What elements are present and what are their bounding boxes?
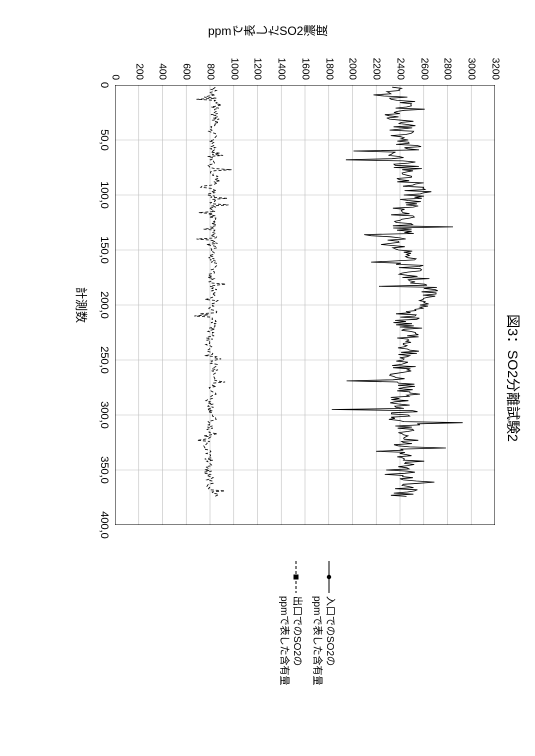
legend-item: 入口でのSO2の ppmで表した含有量	[310, 560, 335, 685]
legend: 入口でのSO2の ppmで表した含有量出口でのSO2の ppmで表した含有量	[269, 560, 335, 685]
x-tick-label: 250,0	[98, 346, 110, 374]
x-tick-label: 400,0	[98, 511, 110, 539]
y-tick-label: 200	[133, 42, 144, 80]
y-tick-label: 1400	[276, 42, 287, 80]
y-tick-label: 1600	[300, 42, 311, 80]
y-tick-label: 1800	[323, 42, 334, 80]
y-tick-label: 2600	[418, 42, 429, 80]
y-axis-label: ppmで表したSO2濃度	[0, 22, 535, 39]
x-tick-label: 150,0	[98, 236, 110, 264]
y-tick-label: 1000	[228, 42, 239, 80]
legend-label: 出口でのSO2の ppmで表した含有量	[277, 596, 302, 685]
y-tick-label: 2800	[442, 42, 453, 80]
y-tick-label: 600	[181, 42, 192, 80]
y-tick-label: 3000	[466, 42, 477, 80]
y-tick-label: 2400	[395, 42, 406, 80]
y-tick-label: 2200	[371, 42, 382, 80]
x-axis-label: 計測数	[73, 85, 90, 525]
x-tick-label: 200,0	[98, 291, 110, 319]
y-tick-label: 3200	[490, 42, 501, 80]
legend-swatch	[323, 560, 335, 594]
y-tick-label: 400	[157, 42, 168, 80]
y-tick-label: 2000	[347, 42, 358, 80]
x-tick-label: 350,0	[98, 456, 110, 484]
x-tick-label: 300,0	[98, 401, 110, 429]
y-tick-label: 0	[110, 42, 121, 80]
x-tick-label: 50,0	[98, 129, 110, 150]
legend-swatch	[290, 560, 302, 594]
y-tick-label: 1200	[252, 42, 263, 80]
y-tick-label: 800	[205, 42, 216, 80]
legend-item: 出口でのSO2の ppmで表した含有量	[277, 560, 302, 685]
chart-title: 図3：SO2分離試験2	[503, 0, 523, 756]
plot-area	[115, 85, 495, 525]
x-tick-label: 0	[98, 82, 110, 88]
x-tick-label: 100,0	[98, 181, 110, 209]
legend-label: 入口でのSO2の ppmで表した含有量	[310, 596, 335, 685]
